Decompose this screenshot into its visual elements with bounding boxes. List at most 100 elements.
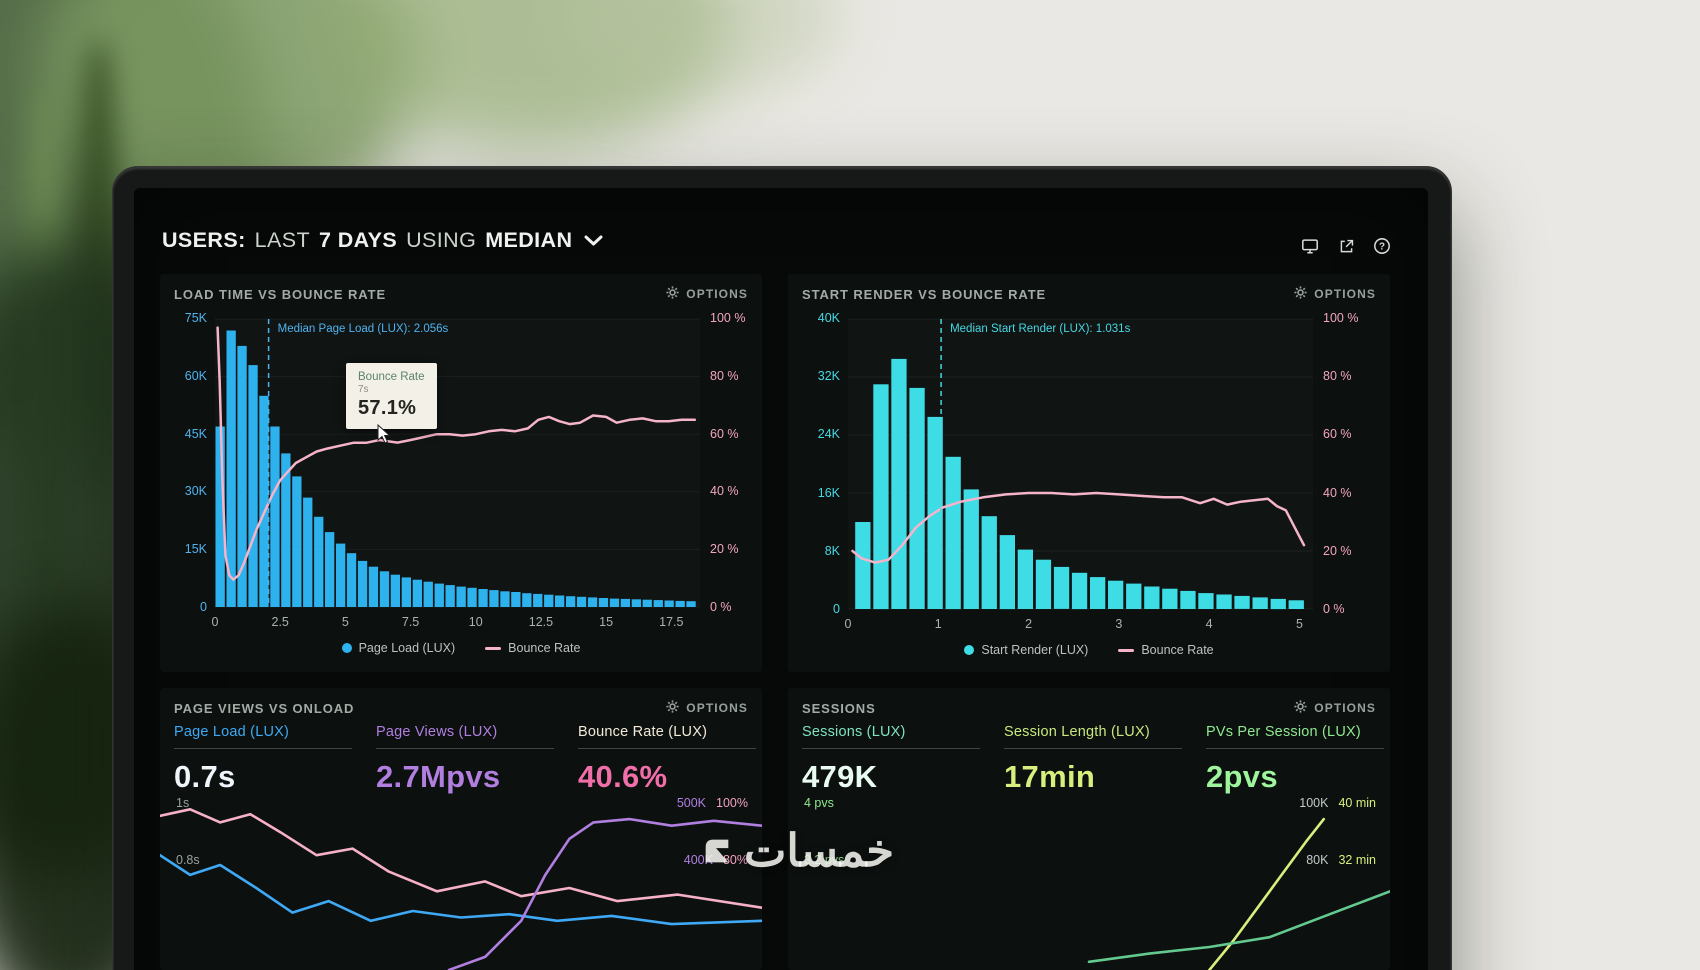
y-axis-tick: 60K — [184, 368, 207, 383]
bar — [981, 516, 997, 609]
metric: Sessions (LUX) 479K — [802, 724, 980, 795]
legend-item: Bounce Rate — [485, 641, 580, 655]
title-segment: USERS: — [162, 228, 246, 252]
bar — [909, 387, 925, 609]
bar — [368, 566, 379, 607]
panel-header: START RENDER VS BOUNCE RATE OPTIONS — [788, 274, 1390, 302]
mini-axis-label: 40 min — [1338, 796, 1376, 810]
watermark-text: خمسات — [744, 825, 895, 876]
options-button[interactable]: OPTIONS — [1294, 286, 1376, 302]
display-icon[interactable] — [1300, 236, 1320, 256]
metric: Page Views (LUX) 2.7Mpvs — [376, 724, 554, 795]
legend-label: Page Load (LUX) — [358, 641, 456, 655]
options-button[interactable]: OPTIONS — [666, 700, 748, 716]
dashboard-header: USERS: LAST 7 DAYS USING MEDIAN — [162, 228, 603, 253]
dashboard-screen: USERS: LAST 7 DAYS USING MEDIAN — [134, 188, 1428, 970]
session-length-spark — [1208, 817, 1326, 970]
mini-axis-left: 1s — [176, 796, 189, 810]
bar — [598, 598, 609, 607]
y-axis-left: 40K 32K 24K 16K 8K 0 — [788, 311, 840, 617]
legend-label: Start Render (LUX) — [981, 643, 1089, 657]
bar — [1053, 566, 1070, 609]
options-button[interactable]: OPTIONS — [666, 286, 748, 302]
metrics-row: Page Load (LUX) 0.7s Page Views (LUX) 2.7Mp… — [174, 724, 756, 795]
bar — [314, 516, 324, 607]
bar — [1017, 549, 1033, 609]
metric: Page Load (LUX) 0.7s — [174, 724, 352, 795]
mini-axis-right: 100K 40 min — [1299, 796, 1376, 810]
mini-axis-label: 100% — [716, 796, 748, 810]
mini-axis-label: 32 min — [1338, 853, 1376, 867]
bar — [423, 581, 433, 607]
load-time-chart: Bounce Rate 7s 57.1% Median Page Load (L… — [160, 274, 762, 672]
metric-label: Sessions (LUX) — [802, 724, 980, 749]
panel-title: START RENDER VS BOUNCE RATE — [802, 286, 1047, 302]
laptop-frame: USERS: LAST 7 DAYS USING MEDIAN — [112, 166, 1452, 970]
panel-header: PAGE VIEWS VS ONLOAD OPTIONS — [160, 688, 762, 716]
mini-axis-label: 100K — [1299, 796, 1329, 810]
y-axis-tick: 40K — [817, 311, 840, 325]
y-axis-tick: 45K — [184, 426, 207, 441]
bar — [1270, 598, 1286, 610]
bar — [1198, 593, 1214, 609]
bar — [653, 600, 663, 607]
mouse-cursor — [377, 424, 391, 444]
x-axis-tick: 4 — [1205, 617, 1213, 631]
chevron-down-icon[interactable] — [584, 235, 603, 246]
options-button[interactable]: OPTIONS — [1294, 700, 1376, 716]
y-axis-tick: 60 % — [710, 426, 739, 441]
y-axis-tick: 0 % — [710, 599, 732, 614]
bar — [226, 330, 236, 607]
bar — [237, 345, 247, 607]
panel-title: PAGE VIEWS VS ONLOAD — [174, 700, 355, 716]
share-icon[interactable] — [1336, 236, 1356, 256]
bar — [325, 532, 335, 607]
metric-value: 2.7Mpvs — [376, 759, 501, 794]
bar — [511, 592, 521, 607]
bar — [390, 574, 400, 607]
bar — [686, 601, 696, 607]
bar — [576, 596, 587, 607]
bounce-rate-line — [216, 326, 697, 581]
title-segment: USING — [406, 228, 477, 252]
title-segment: 7 DAYS — [319, 228, 398, 252]
bar — [379, 571, 390, 607]
bar — [292, 476, 302, 607]
bar — [566, 596, 576, 607]
x-axis-tick: 12.5 — [528, 615, 554, 629]
bar — [1126, 583, 1142, 609]
metric-value: 479K — [802, 759, 878, 794]
legend-line-icon — [1118, 648, 1135, 652]
legend-line-icon — [485, 646, 502, 650]
watermark: خمسات — [700, 824, 894, 877]
bar — [489, 590, 499, 607]
bar — [500, 591, 510, 607]
y-axis-tick: 15K — [184, 542, 207, 557]
bar — [346, 553, 357, 607]
legend-dot-icon — [341, 643, 352, 653]
metric-value: 17min — [1004, 759, 1096, 794]
panel-start-render: START RENDER VS BOUNCE RATE OPTIONS Medi… — [788, 274, 1390, 672]
help-icon[interactable]: ? — [1372, 236, 1392, 256]
median-annotation: Median Start Render (LUX): 1.031s — [950, 323, 1131, 335]
metric-label: Bounce Rate (LUX) — [578, 724, 756, 749]
legend-item: Page Load (LUX) — [341, 641, 456, 655]
y-axis-tick: 20 % — [710, 542, 739, 557]
bar — [1162, 588, 1178, 609]
metric-label: Session Length (LUX) — [1004, 724, 1182, 749]
panel-title: SESSIONS — [802, 700, 876, 716]
metric-value: 0.7s — [174, 759, 236, 794]
y-axis-right: 100 % 80 % 60 % 40 % 20 % 0 % — [710, 311, 762, 615]
tooltip-value: 57.1% — [358, 397, 417, 419]
bounce-rate-line — [851, 491, 1306, 564]
bar — [478, 589, 488, 607]
y-axis-tick: 75K — [184, 311, 207, 325]
options-label: OPTIONS — [686, 701, 748, 715]
legend-dot-icon — [964, 645, 975, 655]
chart-tooltip: Bounce Rate 7s 57.1% — [346, 363, 437, 429]
metric-value: 2pvs — [1206, 759, 1278, 794]
y-axis-tick: 80 % — [710, 368, 739, 383]
page-views-spark — [447, 817, 762, 970]
x-axis-tick: 3 — [1115, 617, 1123, 631]
